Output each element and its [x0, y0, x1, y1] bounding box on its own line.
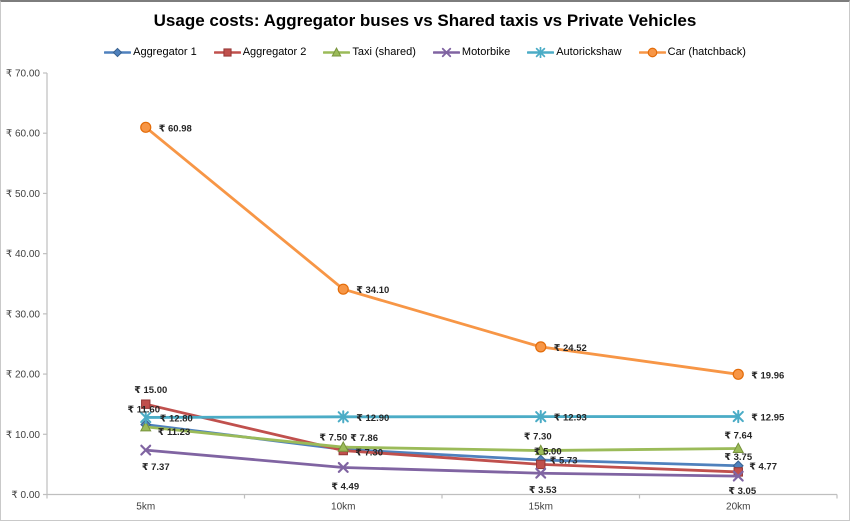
triangle-marker-icon: [534, 444, 547, 456]
series-line: [144, 423, 740, 468]
legend-item-taxi-shared: Taxi (shared): [323, 46, 416, 58]
data-label: ₹ 7.64: [724, 430, 752, 441]
x-marker-icon: [337, 461, 349, 473]
diamond-legend-marker-icon: [104, 47, 132, 57]
data-labels: ₹ 11.60₹ 7.50₹ 5.73₹ 4.77₹ 15.00₹ 7.30 ₹ …: [128, 123, 785, 497]
triangle-marker-icon: [337, 440, 350, 452]
data-label: ₹ 5.73: [550, 455, 578, 466]
x-axis-label: 5km: [136, 502, 155, 513]
x-axis-label: 10km: [331, 502, 355, 513]
x-marker-icon: [535, 467, 547, 479]
circle-marker-icon: [140, 121, 152, 133]
asterisk-marker-icon: [337, 410, 349, 424]
y-axis-label: ₹ 10.00: [6, 430, 41, 441]
series-line: [144, 125, 740, 376]
data-label: ₹ 7.30: [524, 432, 552, 443]
x-marker-icon: [732, 470, 744, 482]
data-label: ₹ 15.00: [134, 385, 167, 396]
data-label: ₹ 34.10: [356, 285, 389, 296]
data-label: ₹ 11.60: [128, 405, 161, 416]
y-axis-label: ₹ 40.00: [6, 249, 41, 260]
circle-legend-marker-icon: [638, 47, 666, 57]
data-label: ₹ 12.90: [356, 413, 389, 424]
data-label: ₹ 3.05: [728, 486, 756, 497]
square-marker-icon: [536, 459, 546, 470]
x-axis-label: 15km: [529, 502, 553, 513]
circle-marker-icon: [732, 368, 744, 380]
triangle-marker-icon: [139, 420, 152, 432]
data-label: ₹ 24.52: [554, 343, 587, 354]
data-label: ₹ 3.75: [724, 452, 752, 463]
data-label: ₹ 11.23: [158, 427, 191, 438]
series-aggregator-1: [140, 419, 744, 472]
square-legend-marker-icon: [213, 47, 241, 57]
data-label: ₹ 12.93: [554, 413, 587, 424]
x-legend-marker-icon: [432, 47, 460, 57]
data-label: ₹ 5.00: [534, 446, 562, 457]
legend-item-label: Autorickshaw: [556, 46, 622, 58]
legend-item-label: Motorbike: [461, 46, 511, 58]
series-line: [144, 402, 740, 474]
circle-marker-icon: [337, 283, 349, 295]
legend-item-label: Car (hatchback): [667, 46, 746, 58]
y-axis-label: ₹ 30.00: [6, 309, 41, 320]
data-label: ₹ 60.98: [159, 123, 192, 134]
legend-item-label: Aggregator 2: [242, 46, 307, 58]
legend-item-aggregator-2: Aggregator 2: [213, 46, 307, 58]
series-motorbike: [140, 444, 744, 482]
series-aggregator-2: [141, 399, 743, 477]
legend-item-aggregator-1: Aggregator 1: [104, 46, 197, 58]
asterisk-marker-icon: [140, 410, 152, 425]
y-axis-label: ₹ 70.00: [6, 69, 41, 80]
legend-item-motorbike: Motorbike: [432, 46, 511, 58]
triangle-legend-marker-icon: [323, 46, 351, 56]
y-axis-label: ₹ 0.00: [11, 490, 40, 501]
square-marker-icon: [141, 399, 151, 409]
data-label: ₹ 12.95: [751, 413, 785, 424]
data-label: ₹ 7.37: [142, 462, 170, 473]
asterisk-legend-marker-icon: [527, 46, 555, 58]
legend-item-autorickshaw: Autorickshaw: [527, 46, 622, 58]
series-line: [144, 425, 740, 452]
axes: ₹ 0.00 ₹ 10.00 ₹ 20.00 ₹ 30.00 ₹ 40.00 ₹ 50.0…: [6, 69, 838, 513]
data-label: ₹ 7.50: [319, 432, 347, 443]
asterisk-marker-icon: [535, 410, 547, 424]
legend-item-label: Taxi (shared): [352, 46, 416, 58]
series-line: [144, 448, 740, 478]
x-marker-icon: [140, 444, 152, 456]
data-label: ₹ 7.30: [355, 448, 383, 459]
circle-marker-icon: [535, 341, 547, 353]
series-line: [144, 415, 740, 419]
series-autorickshaw: [140, 409, 744, 425]
data-label: ₹ 7.86: [350, 433, 378, 444]
data-label: ₹ 3.53: [529, 485, 557, 496]
data-label: ₹ 19.96: [751, 370, 784, 381]
chart-title: Usage costs: Aggregator buses vs Shared …: [153, 11, 697, 30]
data-label: ₹ 12.80: [160, 413, 193, 424]
legend: Aggregator 1 Aggregator 2 Taxi (shared) Mot…: [1, 46, 849, 58]
triangle-marker-icon: [732, 442, 745, 454]
series-taxi-shared: [139, 420, 745, 456]
y-axis-label: ₹ 20.00: [6, 370, 41, 381]
data-label: ₹ 4.49: [331, 481, 359, 492]
legend-item-car-hatchback: Car (hatchback): [638, 46, 746, 58]
series-car-hatchback: [140, 121, 744, 380]
x-axis-label: 20km: [726, 502, 750, 513]
asterisk-marker-icon: [732, 409, 744, 424]
y-axis-label: ₹ 60.00: [6, 129, 41, 140]
y-axis-label: ₹ 50.00: [6, 189, 41, 200]
legend-item-label: Aggregator 1: [133, 46, 197, 58]
data-label: ₹ 4.77: [749, 461, 777, 472]
